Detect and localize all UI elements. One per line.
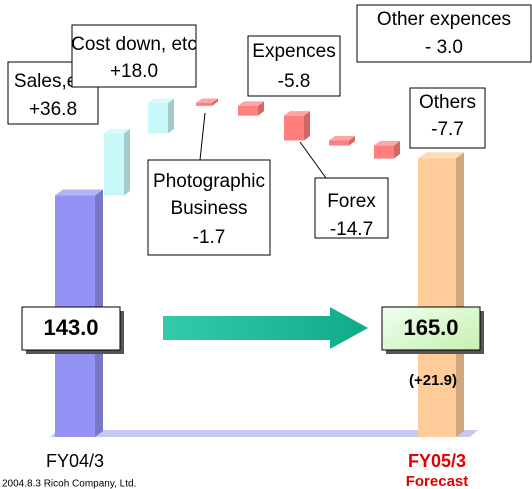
bar-front [418,158,456,437]
total-label: 143.0 [43,315,98,340]
forecast-label: Forecast [406,473,469,489]
callout-box [71,24,197,88]
bar-side [212,98,218,106]
category-label: Expences [252,41,335,62]
value-label: -7.7 [431,119,464,140]
value-label: +18.0 [110,61,158,82]
bar-side [394,141,400,159]
bar-top [284,111,310,116]
category-label: Forex [327,191,376,212]
bar-top-shade [55,189,103,196]
bar-top [148,98,174,103]
value-label: +36.8 [29,99,77,120]
category-label: Others [419,92,476,113]
bar [418,152,464,437]
bar-side-shade [349,135,355,146]
bar-top [196,98,218,103]
bar [374,141,400,159]
pointer [199,112,206,161]
bar-front [148,103,168,134]
bar-top-shade [374,141,400,146]
bar-front [284,115,304,141]
footer: 2004.8.3 Ricoh Company, Ltd. [2,479,136,489]
callout-box [356,4,532,63]
category-label: Other expences [377,9,511,30]
bar-top-shade [104,128,130,134]
callout-box [147,159,271,256]
bar-top-shade [284,111,310,116]
value-label: -14.7 [330,219,373,240]
bar-top [238,101,264,106]
x-label: FY05/3 [408,451,466,471]
bar-side [304,111,310,141]
arrow [163,307,368,349]
bar-top-shade [329,135,355,141]
bar-side [124,128,130,196]
bar [284,111,310,141]
bar-side-shade [258,101,264,116]
bar-side [258,101,264,116]
change-annotation: (+21.9) [409,372,457,389]
bar-top-shade [418,152,464,159]
bar-top-shade [148,98,174,103]
total-label: 165.0 [403,315,458,340]
total-box [21,306,121,351]
bar-front [329,140,349,146]
value-label: - 3.0 [425,37,463,58]
value-label: -5.8 [278,71,311,92]
category-label: Photographic Business [153,171,265,219]
bar [104,128,130,196]
bar-side-shade [394,141,400,159]
callout-box [247,35,341,97]
callout-box [409,87,486,149]
bar-top-shade [196,98,218,103]
callout-box [314,177,389,239]
bar [329,135,355,146]
bar-front [104,133,124,196]
pointer [299,141,327,179]
bar-side-shade [456,152,464,437]
bar [148,98,174,134]
bar [238,101,264,116]
total-box [381,306,481,351]
x-label: FY04/3 [46,451,104,471]
floor [50,430,478,437]
bar-front [374,145,394,159]
bar-side [168,98,174,134]
bar-top [374,141,400,146]
value-label: -1.7 [193,227,226,248]
bar-front [196,103,212,106]
bar-top [55,189,103,196]
bar-side-shade [304,111,310,141]
bar-top [418,152,464,159]
bar-side-shade [168,98,174,134]
bar-side-shade [212,98,218,106]
bar-top-shade [238,101,264,106]
bar-front [238,105,258,116]
bar [196,98,218,106]
category-label: Cost down, etc [71,34,197,55]
bar-top [329,135,355,141]
bar-side [456,152,464,437]
bar-top [104,128,130,134]
bar-side-shade [124,128,130,196]
bar-side [349,135,355,146]
